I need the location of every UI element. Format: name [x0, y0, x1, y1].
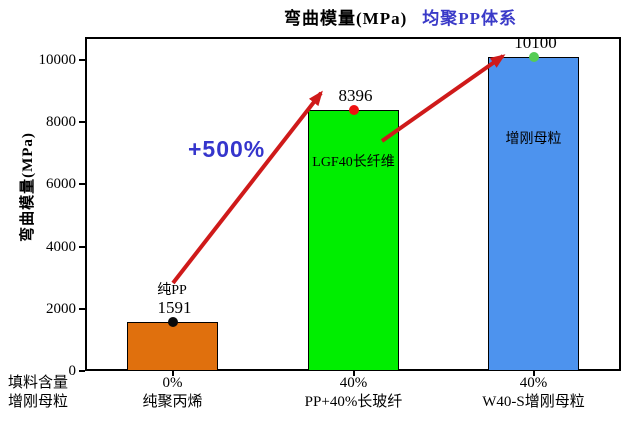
chart-subtitle: 均聚PP体系	[422, 9, 518, 28]
y-tick-mark	[79, 183, 85, 186]
y-tick-mark	[79, 370, 85, 372]
bar-inner-label: 增刚母粒	[505, 132, 562, 147]
bar-top-marker	[528, 51, 539, 62]
y-tick-mark	[79, 245, 85, 248]
x-axis-row-header-masterbatch: 增刚母粒	[8, 394, 69, 410]
y-tick-label: 2000	[46, 300, 76, 317]
growth-annotation: +500%	[188, 136, 266, 162]
bar-inner-label: LGF40长纤维	[312, 155, 395, 170]
bar-value-label: 1591	[157, 297, 192, 317]
y-tick-label: 10000	[38, 52, 77, 68]
y-axis-title: 弯曲模量(MPa)	[20, 132, 36, 242]
x-category-filler: 0%	[162, 375, 183, 391]
bar-value-label: 8396	[338, 85, 373, 105]
y-tick-label: 6000	[46, 176, 76, 193]
x-category-filler: 40%	[339, 375, 368, 391]
bar	[127, 321, 218, 371]
y-tick-label: 0	[68, 363, 77, 379]
bar-top-marker	[167, 316, 178, 327]
bar	[308, 109, 399, 371]
y-tick-mark	[79, 59, 85, 61]
pure-pp-annotation: 纯PP	[157, 283, 187, 298]
x-category-label: 纯聚丙烯	[142, 394, 203, 410]
y-tick-label: 4000	[46, 238, 76, 255]
x-category-filler: 40%	[519, 375, 548, 391]
y-tick-mark	[79, 307, 85, 310]
x-tick-mark	[532, 371, 535, 376]
y-tick-label: 8000	[46, 114, 76, 131]
bar-value-label: 10100	[514, 32, 557, 52]
bar-top-marker	[348, 104, 359, 115]
x-category-label: W40-S增刚母粒	[482, 394, 585, 410]
x-axis-row-header-filler: 填料含量	[8, 375, 69, 391]
x-tick-mark	[171, 371, 174, 376]
x-tick-mark	[352, 371, 355, 376]
chart-title: 弯曲模量(MPa)	[284, 9, 408, 28]
title-row: 弯曲模量(MPa) 均聚PP体系	[284, 8, 517, 30]
x-category-label: PP+40%长玻纤	[304, 394, 403, 410]
bar	[488, 56, 579, 371]
y-tick-mark	[79, 121, 85, 124]
